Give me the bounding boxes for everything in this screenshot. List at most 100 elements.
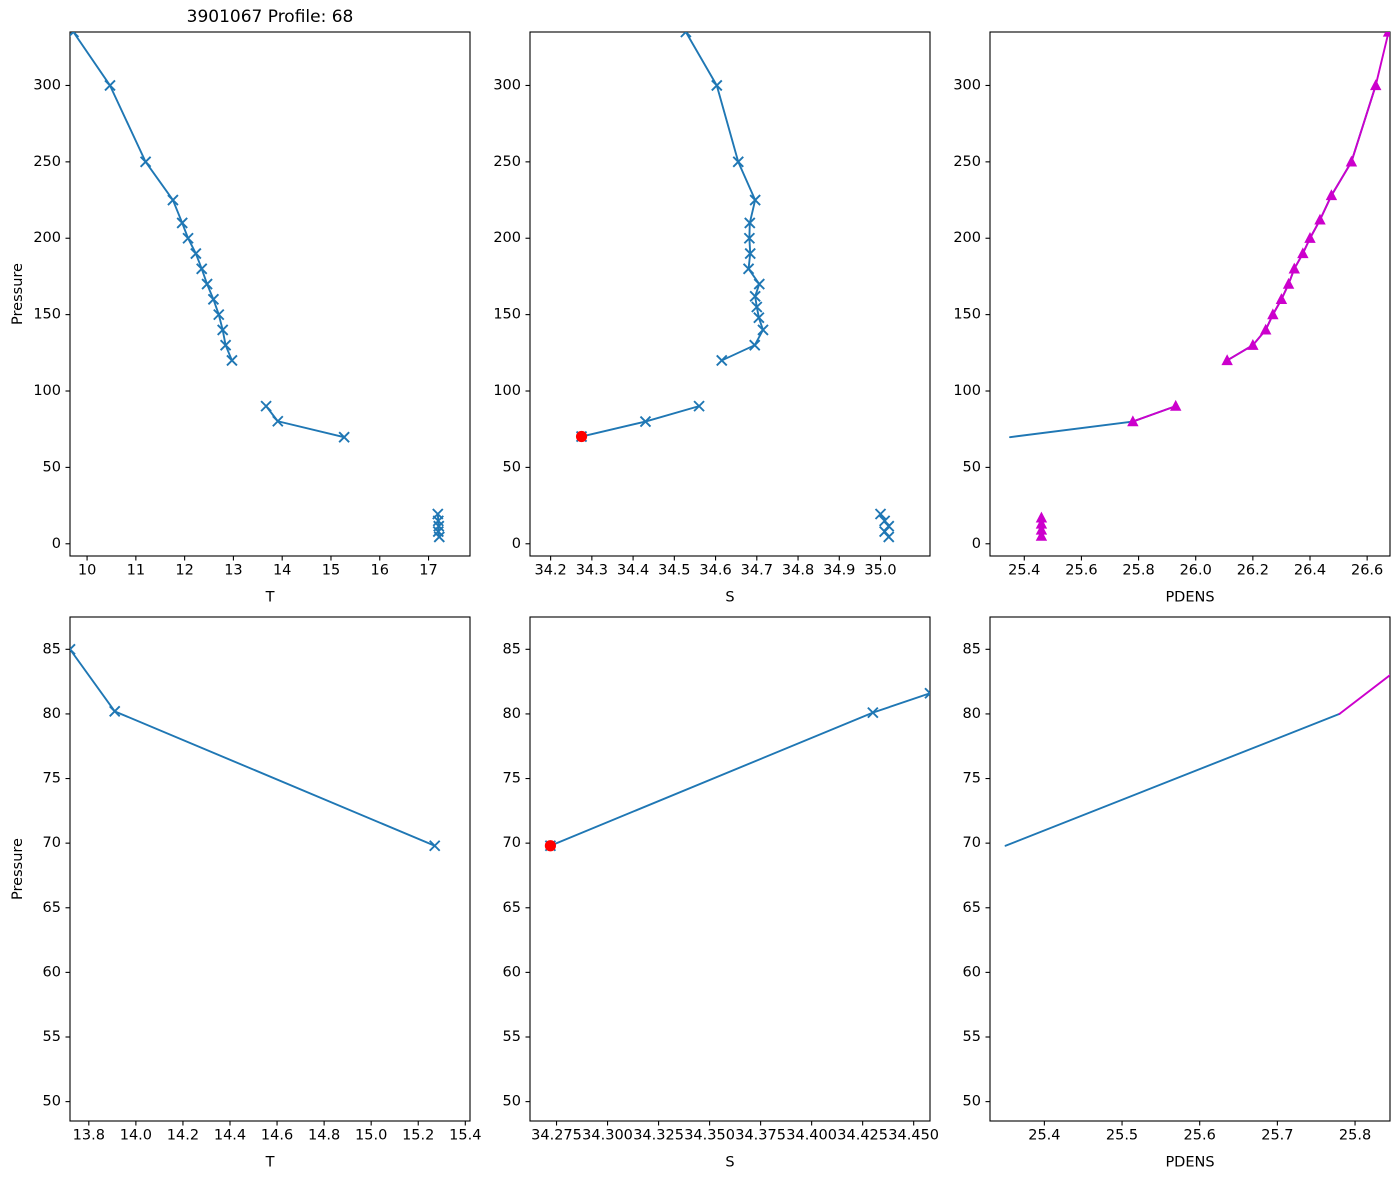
y-tick-label: 85 — [43, 641, 61, 657]
marker-x — [924, 687, 930, 699]
y-tick-label: 150 — [493, 307, 521, 323]
x-axis-label: S — [725, 1155, 734, 1171]
y-tick-label: 75 — [963, 771, 981, 787]
marker-flagged-triangle — [1170, 399, 1182, 411]
y-tick-label: 50 — [503, 459, 521, 475]
data-series — [1009, 405, 1177, 439]
data-series — [1226, 84, 1377, 362]
y-tick-label: 250 — [953, 154, 981, 170]
x-axis-label: PDENS — [1165, 1155, 1214, 1171]
y-axis-label: Pressure — [10, 263, 26, 325]
y-tick-label: 50 — [43, 1094, 61, 1110]
y-tick-label: 200 — [493, 230, 521, 246]
y-tick-label: 70 — [503, 835, 521, 851]
y-tick-label: 70 — [963, 835, 981, 851]
x-tick-label: 14.6 — [261, 1128, 293, 1144]
data-area — [1004, 674, 1390, 847]
x-tick-label: 34.450 — [888, 1128, 939, 1144]
marker-flagged-triangle — [1345, 155, 1358, 167]
y-tick-label: 75 — [503, 771, 521, 787]
marker-x — [109, 705, 121, 718]
y-tick-label: 80 — [963, 706, 981, 722]
marker-x — [751, 301, 763, 313]
marker-x — [874, 508, 887, 520]
plot-panel-top-temperature: 10 11 12 13 14 15 16 17 0 50 100 150 200 250 300 T Press… — [10, 7, 484, 626]
marker-flagged-triangle — [1035, 517, 1048, 529]
y-axis-label: Pressure — [10, 838, 26, 900]
x-tick-label: 26.0 — [1180, 563, 1212, 579]
series-line — [1226, 84, 1377, 362]
marker-flagged-triangle — [1260, 323, 1272, 335]
marker-x — [260, 400, 272, 412]
data-area — [1009, 32, 1390, 541]
marker-x — [139, 156, 152, 168]
y-tick-label: 100 — [33, 383, 61, 399]
marker-flagged-triangle — [1267, 308, 1279, 320]
x-tick-label: 34.2 — [534, 563, 566, 579]
y-tick-label: 50 — [43, 459, 61, 475]
data-area — [70, 643, 441, 852]
plot-panel-top-pdens: 25.4 25.6 25.8 26.0 26.2 26.4 26.6 0 50 100 150 200… — [953, 31, 1400, 626]
axes-frame — [69, 31, 471, 557]
y-tick-label: 0 — [52, 536, 61, 552]
data-series — [1035, 511, 1048, 541]
y-tick-label: 85 — [963, 641, 981, 657]
marker-x — [219, 339, 232, 351]
marker-flagged-circle — [575, 430, 588, 443]
marker-flagged-triangle — [1314, 213, 1326, 225]
x-tick-label: 16 — [371, 563, 389, 579]
y-tick-label: 65 — [503, 900, 521, 916]
y-tick-label: 300 — [33, 77, 61, 93]
data-series — [544, 840, 557, 852]
marker-x — [201, 278, 213, 290]
x-tick-label: 34.350 — [684, 1128, 735, 1144]
y-tick-label: 65 — [963, 900, 981, 916]
x-tick-label: 14 — [273, 563, 291, 579]
x-tick-label: 10 — [78, 563, 96, 579]
data-series — [1127, 399, 1182, 427]
marker-x — [744, 217, 756, 229]
marker-flagged-triangle — [1370, 79, 1382, 91]
marker-x — [272, 415, 284, 427]
data-series — [1338, 674, 1390, 715]
marker-x — [432, 508, 444, 520]
marker-x — [182, 232, 194, 244]
marker-x — [70, 643, 76, 655]
y-tick-label: 150 — [33, 307, 61, 323]
marker-x — [680, 32, 692, 38]
x-tick-label: 14.8 — [308, 1128, 340, 1144]
series-line — [549, 692, 930, 847]
x-tick-label: 15.2 — [402, 1128, 434, 1144]
y-tick-label: 0 — [972, 536, 981, 552]
x-tick-label: 34.325 — [633, 1128, 684, 1144]
figure-title: 3901067 Profile: 68 — [187, 7, 354, 27]
marker-flagged-triangle — [1247, 338, 1259, 350]
marker-x — [749, 290, 761, 302]
data-area — [70, 32, 445, 543]
x-axis-label: T — [265, 590, 275, 606]
marker-x — [753, 312, 765, 324]
y-tick-label: 80 — [43, 706, 61, 722]
axes-frame — [529, 31, 931, 557]
y-tick-label: 55 — [503, 1029, 521, 1045]
x-tick-label: 11 — [127, 563, 145, 579]
data-series — [70, 32, 238, 367]
marker-flagged-triangle — [1297, 247, 1309, 259]
marker-x — [693, 400, 705, 412]
plot-panel-bottom-salinity: 34.275 34.300 34.325 34.350 34.375 34.400 34.4… — [503, 616, 944, 1191]
series-line — [1004, 712, 1341, 847]
y-tick-label: 300 — [953, 77, 981, 93]
plot-panel-bottom-pdens: 25.4 25.5 25.6 25.7 25.8 50 55 60 65 70 75 80 85 PDEN… — [963, 616, 1400, 1191]
x-tick-label: 35.0 — [864, 563, 896, 579]
x-tick-label: 25.8 — [1122, 563, 1154, 579]
x-tick-label: 15.4 — [449, 1128, 481, 1144]
marker-x — [749, 339, 761, 351]
marker-x — [70, 32, 80, 38]
y-tick-label: 55 — [963, 1029, 981, 1045]
series-line — [1009, 405, 1177, 439]
marker-x — [196, 263, 208, 275]
y-tick-label: 55 — [43, 1029, 61, 1045]
data-series — [260, 400, 350, 443]
x-tick-label: 25.6 — [1184, 1128, 1216, 1144]
